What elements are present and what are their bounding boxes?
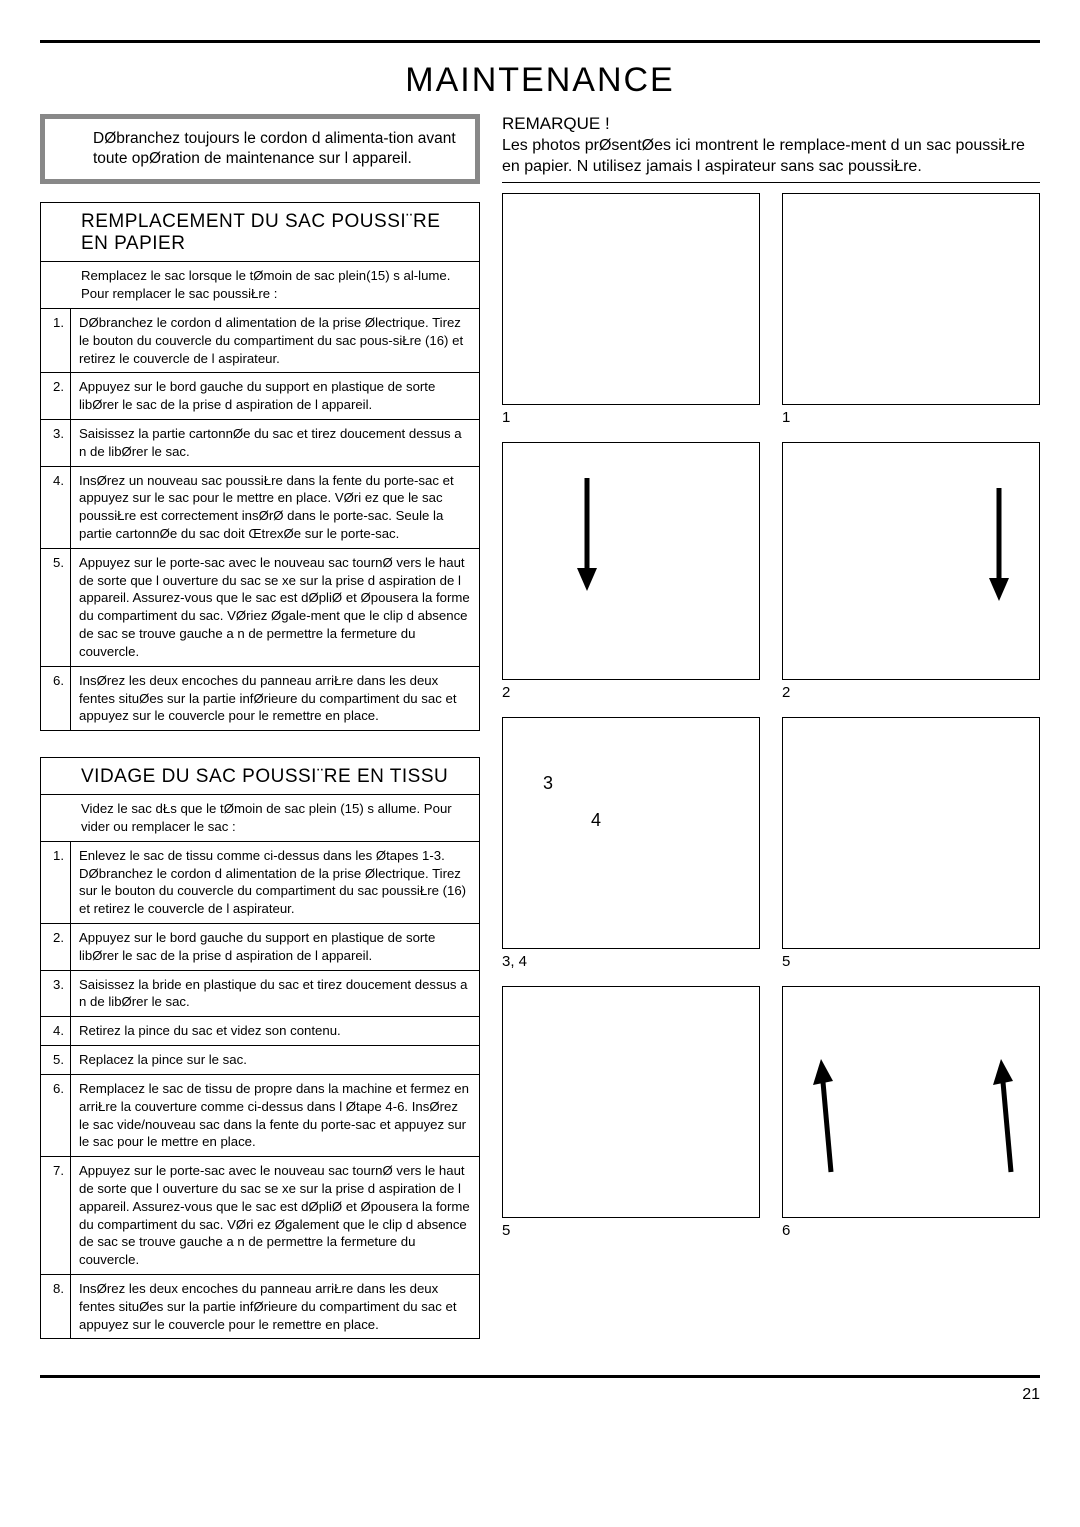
- s2-num: 6.: [41, 1074, 71, 1156]
- s2-num: 4.: [41, 1017, 71, 1046]
- fig-box-3a: 3 4: [502, 717, 760, 949]
- s2-step: Enlevez le sac de tissu comme ci-dessus …: [71, 841, 480, 923]
- inner-label-3: 3: [543, 773, 553, 794]
- s1-step: Appuyez sur le porte-sac avec le nouveau…: [71, 548, 480, 666]
- fig-cell: 1: [782, 193, 1040, 426]
- section2-heading: VIDAGE DU SAC POUSSI¨RE EN TISSU: [41, 758, 480, 795]
- fig-box-1a: [502, 193, 760, 405]
- fig-label: 6: [782, 1222, 1040, 1239]
- section2-table: VIDAGE DU SAC POUSSI¨RE EN TISSU Videz l…: [40, 757, 480, 1339]
- s1-step: Appuyez sur le bord gauche du support en…: [71, 373, 480, 420]
- section1-table: REMPLACEMENT DU SAC POUSSI¨RE EN PAPIER …: [40, 202, 480, 731]
- fig-cell: 5: [782, 717, 1040, 970]
- s1-num: 6.: [41, 666, 71, 730]
- fig-cell: 5: [502, 986, 760, 1239]
- arrow-down-icon: [573, 473, 601, 593]
- warning-text: DØbranchez toujours le cordon d alimenta…: [93, 130, 456, 167]
- s1-num: 2.: [41, 373, 71, 420]
- s1-num: 1.: [41, 308, 71, 372]
- content-columns: DØbranchez toujours le cordon d alimenta…: [40, 114, 1040, 1365]
- s2-num: 2.: [41, 924, 71, 971]
- inner-label-4: 4: [591, 810, 601, 831]
- page-title: MAINTENANCE: [40, 61, 1040, 100]
- s1-step: DØbranchez le cordon d alimentation de l…: [71, 308, 480, 372]
- section1-heading: REMPLACEMENT DU SAC POUSSI¨RE EN PAPIER: [41, 203, 480, 262]
- fig-label: 2: [782, 684, 1040, 701]
- remark-text: Les photos prØsentØes ici montrent le re…: [502, 136, 1040, 183]
- fig-label: 5: [502, 1222, 760, 1239]
- figure-grid: 1 1 2: [502, 193, 1040, 1239]
- bottom-rule: [40, 1375, 1040, 1378]
- fig-cell: 6: [782, 986, 1040, 1239]
- s2-num: 7.: [41, 1157, 71, 1275]
- fig-label: 5: [782, 953, 1040, 970]
- s1-num: 3.: [41, 419, 71, 466]
- fig-label: 1: [782, 409, 1040, 426]
- warning-box: DØbranchez toujours le cordon d alimenta…: [40, 114, 480, 184]
- fig-cell: 1: [502, 193, 760, 426]
- s2-step: Appuyez sur le porte-sac avec le nouveau…: [71, 1157, 480, 1275]
- fig-box-4b: [782, 986, 1040, 1218]
- s2-num: 3.: [41, 970, 71, 1017]
- s2-num: 5.: [41, 1046, 71, 1075]
- fig-label: 3, 4: [502, 953, 760, 970]
- s1-num: 5.: [41, 548, 71, 666]
- fig-box-3b: [782, 717, 1040, 949]
- s2-step: Replacez la pince sur le sac.: [71, 1046, 480, 1075]
- arrow-up-icon: [813, 1057, 841, 1177]
- fig-cell: 2: [502, 442, 760, 701]
- top-rule: [40, 40, 1040, 43]
- right-column: REMARQUE ! Les photos prØsentØes ici mon…: [502, 114, 1040, 1365]
- s1-step: InsØrez les deux encoches du panneau arr…: [71, 666, 480, 730]
- s2-step: Appuyez sur le bord gauche du support en…: [71, 924, 480, 971]
- fig-box-1b: [782, 193, 1040, 405]
- fig-label: 1: [502, 409, 760, 426]
- s1-step: InsØrez un nouveau sac poussiŁre dans la…: [71, 466, 480, 548]
- fig-box-2a: [502, 442, 760, 680]
- fig-cell: 2: [782, 442, 1040, 701]
- fig-cell: 3 4 3, 4: [502, 717, 760, 970]
- page-number: 21: [40, 1386, 1040, 1404]
- s2-step: Remplacez le sac de tissu de propre dans…: [71, 1074, 480, 1156]
- s1-num: 4.: [41, 466, 71, 548]
- remark-heading: REMARQUE !: [502, 114, 1040, 134]
- section2-intro: Videz le sac dŁs que le tØmoin de sac pl…: [41, 795, 480, 842]
- s2-step: Saisissez la bride en plastique du sac e…: [71, 970, 480, 1017]
- s2-num: 8.: [41, 1275, 71, 1339]
- fig-box-2b: [782, 442, 1040, 680]
- left-column: DØbranchez toujours le cordon d alimenta…: [40, 114, 480, 1365]
- s1-step: Saisissez la partie cartonnØe du sac et …: [71, 419, 480, 466]
- section1-intro: Remplacez le sac lorsque le tØmoin de sa…: [41, 262, 480, 309]
- fig-label: 2: [502, 684, 760, 701]
- s2-step: InsØrez les deux encoches du panneau arr…: [71, 1275, 480, 1339]
- arrow-down-icon: [985, 483, 1013, 603]
- fig-box-4a: [502, 986, 760, 1218]
- s2-num: 1.: [41, 841, 71, 923]
- arrow-up-icon: [993, 1057, 1021, 1177]
- s2-step: Retirez la pince du sac et videz son con…: [71, 1017, 480, 1046]
